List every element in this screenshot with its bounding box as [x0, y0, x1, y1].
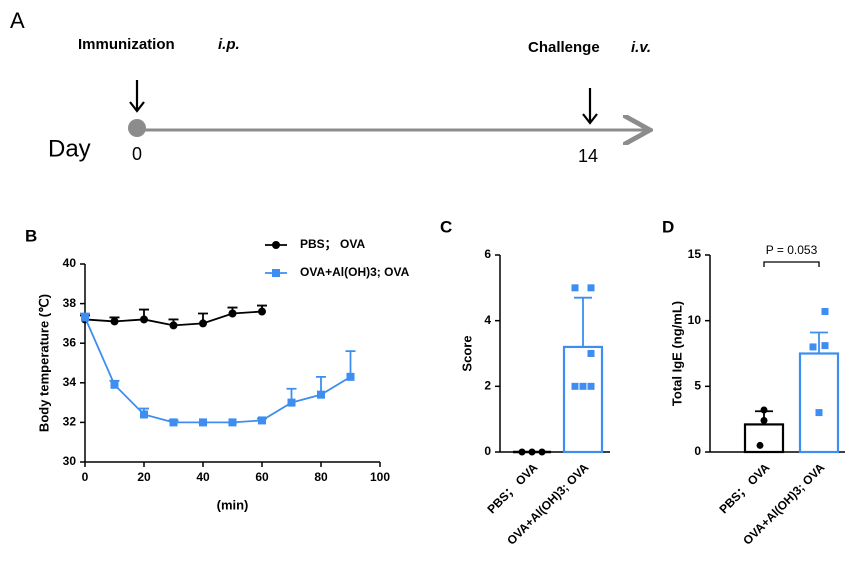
point [258, 307, 266, 316]
point [317, 390, 325, 399]
point [821, 342, 829, 350]
point [760, 406, 768, 414]
error-bar [810, 331, 828, 354]
y-tick-label: 15 [688, 247, 702, 261]
legend-label: OVA+Al(OH)3; OVA [300, 265, 410, 279]
y-tick-label: 4 [484, 313, 491, 327]
annotation: P = 0.053 [766, 243, 818, 257]
day-label: Day [48, 135, 91, 162]
event-label: Challenge [528, 39, 600, 56]
y-tick-label: 32 [63, 415, 77, 429]
point [81, 313, 89, 322]
y-tick-label: 34 [63, 375, 77, 389]
y-tick-label: 40 [63, 256, 77, 270]
error-bar [345, 350, 356, 377]
point [587, 284, 595, 292]
point [169, 321, 178, 330]
y-tick-label: 2 [484, 379, 491, 393]
panel-letter: C [440, 217, 452, 236]
point [140, 315, 148, 324]
x-tick-label: 40 [196, 470, 210, 484]
point [538, 448, 546, 456]
x-tick-label: 0 [82, 470, 89, 484]
x-tick-label: 100 [370, 470, 390, 484]
point [110, 380, 119, 389]
x-tick-label: 60 [255, 470, 269, 484]
error-bar [574, 296, 592, 347]
event-label: Immunization [78, 36, 175, 53]
y-tick-label: 38 [63, 296, 77, 310]
point [228, 309, 237, 318]
point [571, 382, 579, 390]
point [821, 307, 829, 315]
x-tick-label: 20 [137, 470, 151, 484]
point [579, 382, 587, 390]
point [756, 441, 764, 449]
point [199, 418, 207, 427]
arrow [129, 80, 145, 113]
y-tick-label: 0 [694, 444, 701, 458]
point [140, 410, 148, 419]
point [272, 241, 280, 249]
day-number: 14 [578, 146, 598, 166]
event-route: i.v. [631, 39, 651, 56]
legend-label: PBS； OVA [300, 237, 365, 251]
y-tick-label: 30 [63, 454, 77, 468]
x-tick-label: 80 [314, 470, 328, 484]
x-tick-label: PBS； OVA [716, 460, 772, 516]
point [815, 409, 823, 417]
point [571, 284, 579, 292]
event-route: i.p. [218, 36, 240, 53]
y-axis-label: Body temperature (℃) [36, 294, 51, 432]
y-tick-label: 10 [688, 313, 702, 327]
panel-letter: D [662, 217, 674, 236]
point [199, 319, 207, 328]
bar [562, 345, 604, 454]
point [287, 398, 296, 407]
point [809, 343, 817, 351]
point [587, 382, 595, 390]
start-dot [128, 119, 146, 137]
series-line [84, 317, 351, 424]
point [258, 416, 266, 425]
x-axis-label: (min) [217, 497, 249, 512]
day-number: 0 [132, 144, 142, 164]
arrow [582, 88, 598, 125]
significance-bracket [763, 261, 820, 267]
point [518, 448, 526, 456]
panel-letter: A [10, 8, 25, 33]
point [346, 372, 355, 381]
point [110, 317, 119, 326]
x-tick-label: PBS； OVA [484, 460, 540, 516]
y-tick-label: 6 [484, 247, 491, 261]
y-axis-label: Total IgE (ng/mL) [669, 301, 684, 406]
panel-letter: B [25, 226, 37, 245]
point [169, 418, 178, 427]
point [587, 350, 595, 357]
point [528, 448, 536, 456]
y-tick-label: 36 [63, 335, 77, 349]
bar [743, 423, 785, 454]
point [228, 418, 237, 427]
bar [798, 352, 840, 454]
point [760, 416, 768, 424]
y-tick-label: 5 [694, 379, 701, 393]
y-tick-label: 0 [484, 444, 491, 458]
point [272, 269, 280, 277]
y-axis-label: Score [459, 335, 474, 371]
